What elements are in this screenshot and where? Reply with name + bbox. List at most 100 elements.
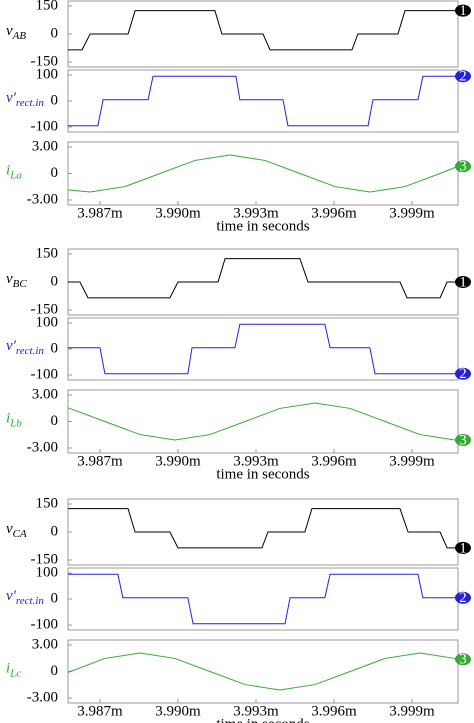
x-tick-label: 3.987m bbox=[77, 703, 123, 719]
y-tick-label: 100 bbox=[36, 66, 59, 82]
x-tick-label: 3.999m bbox=[389, 205, 435, 221]
y-tick-label: 0 bbox=[51, 523, 59, 539]
x-tick-label: 3.996m bbox=[311, 703, 357, 719]
trace-marker bbox=[455, 367, 471, 380]
trace bbox=[67, 652, 459, 691]
trace-marker bbox=[455, 591, 471, 604]
y-tick-label: 150 bbox=[36, 245, 59, 261]
x-axis-label: time in seconds bbox=[216, 716, 309, 723]
y-axis-label: v'rect.in bbox=[6, 588, 44, 606]
y-axis-label: vCA bbox=[6, 521, 27, 539]
trace-marker-label: 2 bbox=[459, 366, 467, 382]
trace-marker-label: 3 bbox=[459, 159, 467, 175]
y-tick-label: 100 bbox=[36, 564, 59, 580]
x-tick-label: 3.993m bbox=[233, 703, 279, 719]
y-label-main: v bbox=[6, 23, 13, 39]
y-tick-label: 3.00 bbox=[32, 138, 58, 154]
y-label-sub: BC bbox=[13, 278, 28, 290]
y-tick-label: 0 bbox=[51, 340, 59, 356]
y-axis-label: vAB bbox=[6, 23, 26, 41]
x-tick-label: 3.990m bbox=[155, 703, 201, 719]
y-axis-label: iLc bbox=[6, 661, 21, 679]
y-label-main: v bbox=[6, 521, 13, 537]
x-tick-label: 3.999m bbox=[389, 703, 435, 719]
y-tick-label: 0 bbox=[51, 273, 59, 289]
y-tick-label: -3.00 bbox=[27, 689, 58, 705]
trace-marker bbox=[455, 541, 471, 554]
y-tick-label: 0 bbox=[51, 92, 59, 108]
trace-marker bbox=[455, 4, 471, 17]
y-axis-label: v'rect.in bbox=[6, 90, 44, 108]
trace bbox=[68, 323, 458, 375]
trace-marker-label: 2 bbox=[459, 69, 467, 85]
y-label-sub: Lb bbox=[9, 417, 22, 429]
trace bbox=[68, 508, 458, 549]
y-tick-label: -150 bbox=[31, 301, 59, 317]
plot-frame bbox=[67, 317, 459, 381]
plot-frame bbox=[67, 389, 459, 454]
x-tick-label: 3.996m bbox=[311, 205, 357, 221]
y-tick-label: -100 bbox=[31, 366, 59, 382]
trace-marker-label: 1 bbox=[459, 3, 467, 19]
plot-frame bbox=[67, 567, 459, 631]
trace bbox=[67, 402, 458, 441]
y-tick-label: 0 bbox=[51, 413, 59, 429]
x-axis-label: time in seconds bbox=[216, 466, 309, 482]
y-tick-label: -100 bbox=[31, 118, 59, 134]
y-tick-label: 0 bbox=[51, 590, 59, 606]
y-label-sub: rect.in bbox=[16, 97, 44, 109]
y-tick-label: -3.00 bbox=[27, 191, 58, 207]
y-axis-label: vBC bbox=[6, 271, 27, 289]
y-tick-label: -100 bbox=[31, 616, 59, 632]
trace-marker-label: 3 bbox=[459, 432, 467, 448]
x-axis-label: time in seconds bbox=[216, 218, 309, 234]
y-label-sub: La bbox=[9, 169, 22, 181]
y-tick-label: -150 bbox=[31, 53, 59, 69]
trace-marker-label: 1 bbox=[459, 274, 467, 290]
y-tick-label: 0 bbox=[51, 663, 59, 679]
y-label-main: v' bbox=[6, 588, 17, 604]
x-tick-label: 3.987m bbox=[77, 453, 123, 469]
plot-frame bbox=[67, 639, 459, 704]
trace-marker bbox=[455, 434, 471, 447]
y-label-main: i bbox=[6, 411, 10, 427]
plot-frame bbox=[67, 69, 459, 133]
trace-marker bbox=[455, 653, 471, 666]
y-label-main: i bbox=[6, 661, 10, 677]
trace bbox=[67, 154, 459, 193]
trace-marker bbox=[455, 160, 471, 173]
y-tick-label: 0 bbox=[51, 165, 59, 181]
trace bbox=[68, 10, 458, 51]
y-tick-label: -150 bbox=[31, 551, 59, 567]
y-tick-label: 150 bbox=[36, 495, 59, 511]
y-label-sub: CA bbox=[13, 528, 27, 540]
x-tick-label: 3.990m bbox=[155, 453, 201, 469]
x-tick-label: 3.996m bbox=[311, 453, 357, 469]
y-label-main: i bbox=[6, 163, 10, 179]
x-tick-label: 3.993m bbox=[233, 453, 279, 469]
x-tick-label: 3.987m bbox=[77, 205, 123, 221]
trace-marker-label: 3 bbox=[459, 652, 467, 668]
y-tick-label: 100 bbox=[36, 314, 59, 330]
trace-marker bbox=[455, 70, 471, 83]
y-label-main: v' bbox=[6, 338, 17, 354]
y-tick-label: 150 bbox=[36, 0, 59, 13]
x-tick-label: 3.990m bbox=[155, 205, 201, 221]
y-label-sub: AB bbox=[12, 30, 27, 42]
x-tick-label: 3.999m bbox=[389, 453, 435, 469]
trace bbox=[68, 258, 458, 299]
y-label-sub: rect.in bbox=[16, 345, 44, 357]
y-axis-label: iLa bbox=[6, 163, 22, 181]
y-label-main: v bbox=[6, 271, 13, 287]
trace-marker-label: 1 bbox=[459, 540, 467, 556]
y-axis-label: v'rect.in bbox=[6, 338, 44, 356]
y-label-sub: Lc bbox=[9, 667, 21, 679]
y-tick-label: 3.00 bbox=[32, 386, 58, 402]
y-tick-label: 0 bbox=[51, 25, 59, 41]
trace-marker bbox=[455, 276, 471, 288]
y-label-sub: rect.in bbox=[16, 595, 44, 607]
y-tick-label: -3.00 bbox=[27, 439, 58, 455]
trace bbox=[68, 75, 458, 127]
y-tick-label: 3.00 bbox=[32, 636, 58, 652]
